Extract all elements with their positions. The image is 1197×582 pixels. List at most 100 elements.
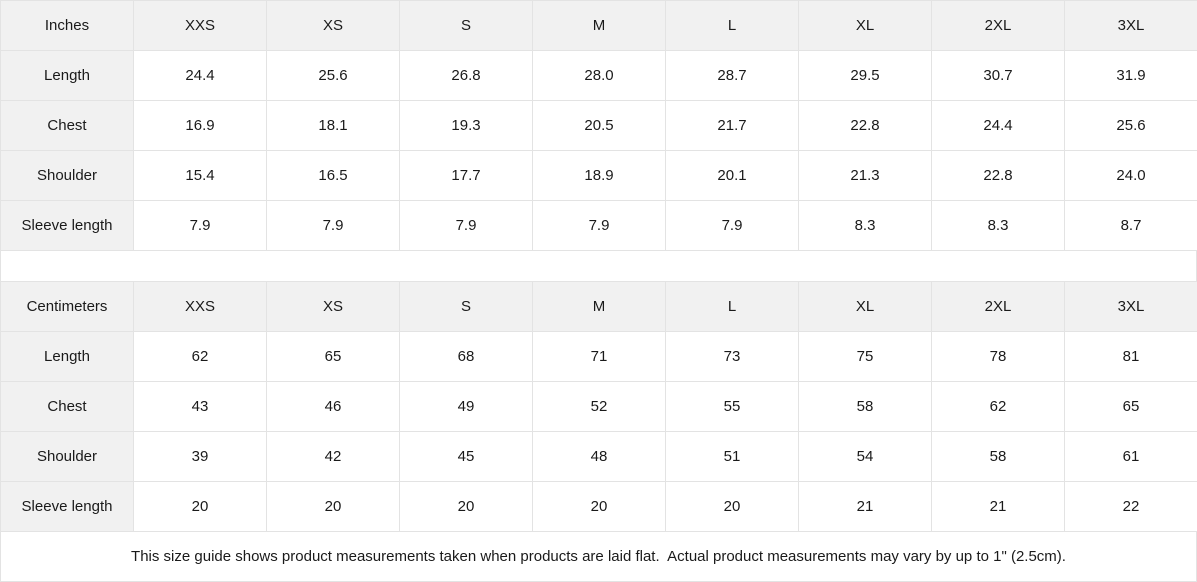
row-label-chest: Chest (1, 382, 134, 432)
cell-chest-2xl: 62 (932, 382, 1065, 432)
cell-chest-xs: 46 (267, 382, 400, 432)
cell-sleeve-xxs: 20 (134, 482, 267, 532)
cell-length-3xl: 31.9 (1065, 51, 1197, 101)
cell-shoulder-l: 51 (666, 432, 799, 482)
table-body-centimeters: Length 62 65 68 71 73 75 78 81 Chest 43 … (1, 332, 1197, 532)
unit-header-centimeters: Centimeters (1, 282, 134, 332)
cell-chest-s: 49 (400, 382, 533, 432)
cell-chest-xs: 18.1 (267, 101, 400, 151)
cell-length-m: 71 (533, 332, 666, 382)
size-header-xl: XL (799, 282, 932, 332)
cell-sleeve-s: 7.9 (400, 201, 533, 251)
table-row: Chest 43 46 49 52 55 58 62 65 (1, 382, 1197, 432)
size-header-xs: XS (267, 1, 400, 51)
cell-chest-s: 19.3 (400, 101, 533, 151)
row-label-shoulder: Shoulder (1, 151, 134, 201)
size-header-l: L (666, 1, 799, 51)
cell-sleeve-l: 7.9 (666, 201, 799, 251)
header-row-inches: Inches XXS XS S M L XL 2XL 3XL (1, 1, 1197, 51)
cell-sleeve-2xl: 21 (932, 482, 1065, 532)
size-header-xs: XS (267, 282, 400, 332)
cell-shoulder-l: 20.1 (666, 151, 799, 201)
size-header-2xl: 2XL (932, 282, 1065, 332)
size-header-m: M (533, 282, 666, 332)
cell-sleeve-l: 20 (666, 482, 799, 532)
row-label-shoulder: Shoulder (1, 432, 134, 482)
cell-shoulder-2xl: 58 (932, 432, 1065, 482)
cell-length-l: 73 (666, 332, 799, 382)
size-header-3xl: 3XL (1065, 1, 1197, 51)
cell-chest-xxs: 43 (134, 382, 267, 432)
row-label-chest: Chest (1, 101, 134, 151)
table-head-inches: Inches XXS XS S M L XL 2XL 3XL (1, 1, 1197, 51)
cell-length-l: 28.7 (666, 51, 799, 101)
size-header-xxs: XXS (134, 282, 267, 332)
cell-sleeve-3xl: 8.7 (1065, 201, 1197, 251)
cell-shoulder-xxs: 15.4 (134, 151, 267, 201)
cell-sleeve-m: 20 (533, 482, 666, 532)
cell-length-2xl: 78 (932, 332, 1065, 382)
size-table-inches: Inches XXS XS S M L XL 2XL 3XL Length 24… (0, 0, 1197, 251)
row-label-length: Length (1, 51, 134, 101)
cell-shoulder-xs: 16.5 (267, 151, 400, 201)
cell-shoulder-s: 17.7 (400, 151, 533, 201)
cell-shoulder-xs: 42 (267, 432, 400, 482)
table-row: Length 62 65 68 71 73 75 78 81 (1, 332, 1197, 382)
cell-length-xxs: 62 (134, 332, 267, 382)
cell-chest-xxs: 16.9 (134, 101, 267, 151)
cell-shoulder-s: 45 (400, 432, 533, 482)
size-header-s: S (400, 282, 533, 332)
table-row: Length 24.4 25.6 26.8 28.0 28.7 29.5 30.… (1, 51, 1197, 101)
cell-sleeve-xs: 7.9 (267, 201, 400, 251)
cell-shoulder-2xl: 22.8 (932, 151, 1065, 201)
cell-length-m: 28.0 (533, 51, 666, 101)
cell-shoulder-xxs: 39 (134, 432, 267, 482)
table-row: Shoulder 15.4 16.5 17.7 18.9 20.1 21.3 2… (1, 151, 1197, 201)
cell-chest-xl: 58 (799, 382, 932, 432)
cell-chest-2xl: 24.4 (932, 101, 1065, 151)
unit-header-inches: Inches (1, 1, 134, 51)
size-header-xxs: XXS (134, 1, 267, 51)
size-header-2xl: 2XL (932, 1, 1065, 51)
table-row: Shoulder 39 42 45 48 51 54 58 61 (1, 432, 1197, 482)
size-header-l: L (666, 282, 799, 332)
cell-sleeve-xl: 8.3 (799, 201, 932, 251)
cell-length-2xl: 30.7 (932, 51, 1065, 101)
cell-shoulder-3xl: 24.0 (1065, 151, 1197, 201)
table-body-inches: Length 24.4 25.6 26.8 28.0 28.7 29.5 30.… (1, 51, 1197, 251)
table-row: Sleeve length 7.9 7.9 7.9 7.9 7.9 8.3 8.… (1, 201, 1197, 251)
size-header-s: S (400, 1, 533, 51)
cell-chest-l: 55 (666, 382, 799, 432)
cell-sleeve-s: 20 (400, 482, 533, 532)
cell-length-xs: 65 (267, 332, 400, 382)
cell-sleeve-2xl: 8.3 (932, 201, 1065, 251)
size-table-centimeters: Centimeters XXS XS S M L XL 2XL 3XL Leng… (0, 281, 1197, 532)
cell-chest-3xl: 25.6 (1065, 101, 1197, 151)
table-head-centimeters: Centimeters XXS XS S M L XL 2XL 3XL (1, 282, 1197, 332)
size-guide-note: This size guide shows product measuremen… (0, 532, 1197, 582)
size-header-3xl: 3XL (1065, 282, 1197, 332)
cell-length-s: 26.8 (400, 51, 533, 101)
row-label-sleeve-length: Sleeve length (1, 201, 134, 251)
table-row: Chest 16.9 18.1 19.3 20.5 21.7 22.8 24.4… (1, 101, 1197, 151)
cell-length-xl: 75 (799, 332, 932, 382)
row-label-sleeve-length: Sleeve length (1, 482, 134, 532)
cell-length-xxs: 24.4 (134, 51, 267, 101)
row-label-length: Length (1, 332, 134, 382)
cell-sleeve-xxs: 7.9 (134, 201, 267, 251)
size-header-xl: XL (799, 1, 932, 51)
cell-shoulder-xl: 54 (799, 432, 932, 482)
cell-sleeve-xl: 21 (799, 482, 932, 532)
table-row: Sleeve length 20 20 20 20 20 21 21 22 (1, 482, 1197, 532)
cell-sleeve-xs: 20 (267, 482, 400, 532)
cell-chest-l: 21.7 (666, 101, 799, 151)
table-spacer (0, 251, 1197, 281)
cell-chest-3xl: 65 (1065, 382, 1197, 432)
cell-chest-m: 20.5 (533, 101, 666, 151)
cell-shoulder-m: 18.9 (533, 151, 666, 201)
cell-sleeve-m: 7.9 (533, 201, 666, 251)
cell-shoulder-3xl: 61 (1065, 432, 1197, 482)
cell-chest-xl: 22.8 (799, 101, 932, 151)
cell-length-s: 68 (400, 332, 533, 382)
